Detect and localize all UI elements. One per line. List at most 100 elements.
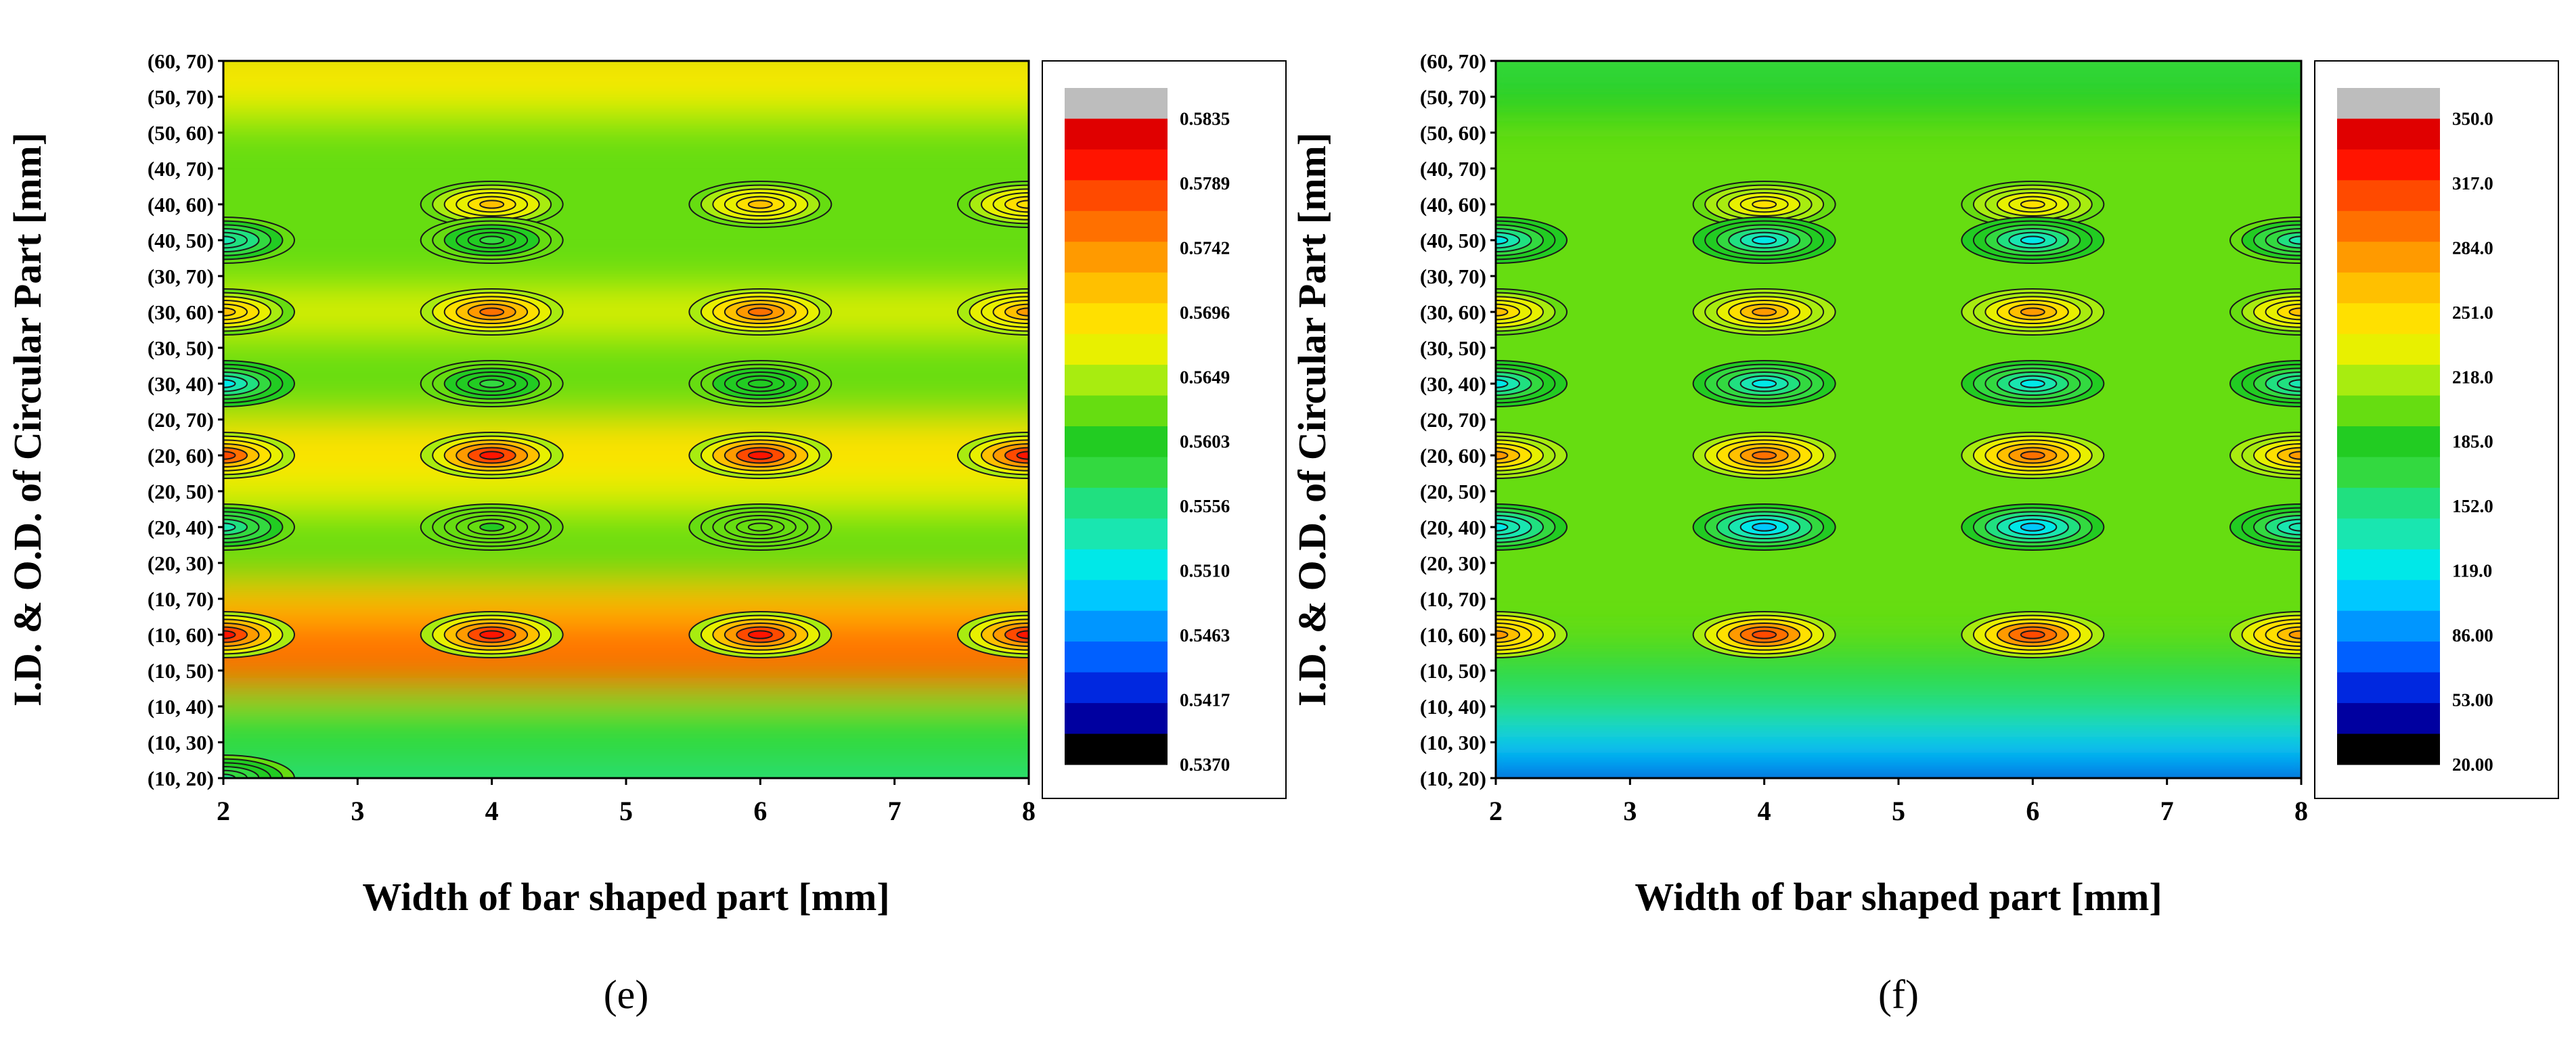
contour-ring <box>1752 235 1777 245</box>
contour-ring <box>223 379 236 388</box>
y-axis-label-e: I.D. & O.D. of Circular Part [mm] <box>5 133 49 706</box>
contour-hotspot <box>1961 217 2105 264</box>
contour-hotspot <box>420 288 564 336</box>
y-tick-label: (40, 70) <box>1420 157 1486 181</box>
contour-ring <box>1496 307 1509 317</box>
contour-band <box>223 471 1029 512</box>
contour-hotspot <box>420 181 564 228</box>
y-tick-label: (50, 70) <box>148 85 214 109</box>
contour-ring <box>2020 451 2045 460</box>
contour-hotspot <box>420 217 564 264</box>
colorbar-segment <box>2337 242 2440 273</box>
contour-chart-e: (10, 20) (10, 30) (10, 40) (10, 50) (10, 60)… <box>5 49 1287 1017</box>
y-tick-label: (40, 50) <box>1420 229 1486 252</box>
y-tick-label: (50, 60) <box>148 121 214 145</box>
colorbar-f: 350.0 317.0 284.0 251.0 218.0 185.0 152.0 119.0… <box>2314 60 2559 799</box>
contour-hotspot <box>1961 432 2105 479</box>
colorbar-tick-label: 0.5649 <box>1180 367 1230 387</box>
contour-hotspot <box>688 503 832 551</box>
x-tick-label: 5 <box>1892 796 1905 826</box>
contour-ring <box>223 522 236 532</box>
contour-hotspot <box>223 360 295 407</box>
contour-ring <box>1752 379 1777 388</box>
y-tick-label: (60, 70) <box>1420 49 1486 73</box>
y-tick-label: (30, 60) <box>1420 300 1486 324</box>
contour-ring <box>2288 630 2301 639</box>
contour-ring <box>2020 522 2045 532</box>
colorbar-tick-label: 152.0 <box>2452 496 2493 516</box>
contour-hotspot <box>223 754 295 778</box>
contour-ring <box>479 451 505 460</box>
colorbar-segment <box>2337 487 2440 519</box>
colorbar-tick-label: 0.5603 <box>1180 432 1230 452</box>
contour-hotspot <box>223 503 295 551</box>
x-axis-e: 2 3 4 5 6 7 8 <box>217 778 1036 826</box>
y-tick-label: (10, 20) <box>1420 767 1486 790</box>
contour-hotspot <box>1692 611 1836 658</box>
contour-hotspot <box>420 611 564 658</box>
colorbar-tick-label: 0.5463 <box>1180 625 1230 645</box>
contour-hotspot <box>1961 611 2105 658</box>
colorbar-segment <box>2337 149 2440 181</box>
y-tick-label: (10, 70) <box>148 587 214 611</box>
contour-bands <box>1496 61 2301 778</box>
colorbar-tick-label: 0.5556 <box>1180 496 1230 516</box>
contour-ring <box>1496 451 1509 460</box>
contour-ring <box>747 200 773 209</box>
y-tick-label: (10, 50) <box>1420 659 1486 683</box>
x-tick-label: 8 <box>2294 796 2308 826</box>
contour-bands <box>223 61 1029 778</box>
colorbar-segment <box>1065 610 1168 642</box>
colorbar-segment <box>2337 303 2440 335</box>
contour-ring <box>1016 451 1029 460</box>
y-tick-label: (10, 30) <box>148 731 214 754</box>
colorbar-tick-label: 0.5789 <box>1180 173 1230 194</box>
y-tick-label: (30, 70) <box>1420 265 1486 288</box>
contour-ring <box>1752 200 1777 209</box>
contour-panel-f: (10, 20) (10, 30) (10, 40) (10, 50) (10, 60)… <box>1288 0 2576 1039</box>
y-axis-f: (10, 20) (10, 30) (10, 40) (10, 50) (10, 60)… <box>1420 49 1496 790</box>
contour-hotspot <box>688 288 832 336</box>
contour-ring <box>2020 379 2045 388</box>
colorbar-tick-label: 0.5417 <box>1180 690 1230 710</box>
contour-hotspot <box>2229 288 2301 336</box>
y-tick-label: (10, 60) <box>1420 623 1486 647</box>
colorbar-segment <box>1065 518 1168 550</box>
contour-hotspot <box>957 181 1029 228</box>
y-tick-label: (40, 60) <box>1420 193 1486 217</box>
colorbar-segment <box>2337 272 2440 304</box>
y-tick-label: (30, 50) <box>1420 336 1486 360</box>
contour-ring <box>2288 235 2301 245</box>
y-tick-label: (30, 70) <box>148 265 214 288</box>
contour-ring <box>223 451 236 460</box>
contour-ring <box>1752 522 1777 532</box>
contour-band <box>1496 61 2301 81</box>
subfigure-label-f: (f) <box>1878 972 1919 1017</box>
y-tick-label: (20, 50) <box>1420 480 1486 503</box>
contour-band <box>1496 650 2301 691</box>
contour-ring <box>1752 630 1777 639</box>
colorbar-segment <box>2337 334 2440 365</box>
y-tick-label: (30, 40) <box>1420 372 1486 396</box>
contour-ring <box>2020 630 2045 639</box>
colorbar-segment <box>1065 118 1168 150</box>
contour-hotspot <box>688 360 832 407</box>
x-axis-label-f: Width of bar shaped part [mm] <box>1635 875 2162 919</box>
contour-hotspot <box>420 503 564 551</box>
contour-ring <box>747 451 773 460</box>
contour-hotspot <box>1496 432 1568 479</box>
contour-ring <box>2288 379 2301 388</box>
colorbar-tick-label: 218.0 <box>2452 367 2493 387</box>
contour-hotspot <box>2229 503 2301 551</box>
contour-band <box>223 579 1029 619</box>
colorbar-segment <box>2337 210 2440 242</box>
contour-ring <box>223 630 236 639</box>
y-tick-label: (40, 50) <box>148 229 214 252</box>
colorbar-segment <box>2337 733 2440 765</box>
subfigure-label-e: (e) <box>604 972 649 1017</box>
contour-ring <box>223 307 236 317</box>
contour-ring <box>1016 200 1029 209</box>
y-tick-label: (20, 50) <box>148 480 214 503</box>
colorbar-segment <box>2337 580 2440 612</box>
colorbar-segment <box>1065 580 1168 612</box>
